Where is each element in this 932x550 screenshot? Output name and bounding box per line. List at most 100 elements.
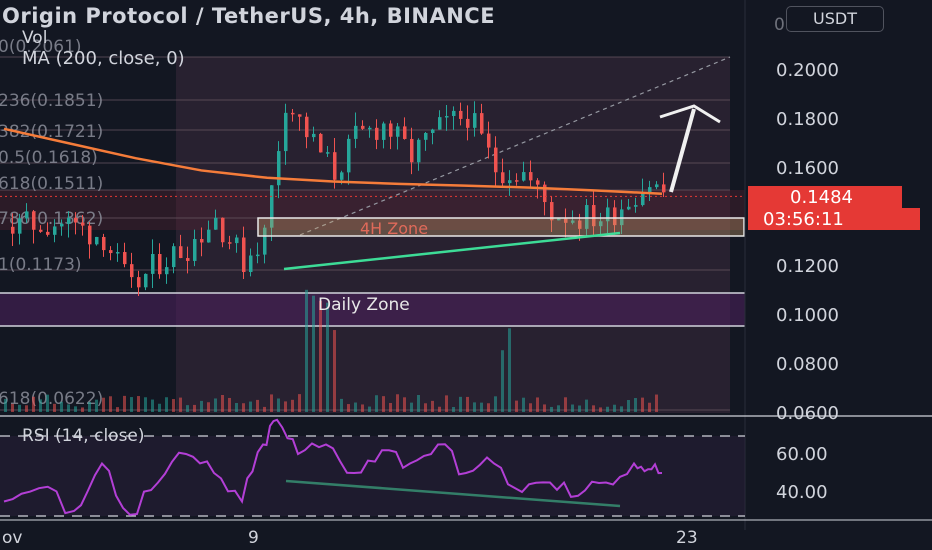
candle-body [263, 227, 267, 255]
candle-body [431, 129, 435, 134]
candle-body [445, 116, 449, 118]
volume-bar [116, 407, 119, 412]
currency-button[interactable]: USDT [786, 6, 884, 32]
candle-body [340, 172, 344, 180]
rsi-indicator-label[interactable]: RSI (14, close) [22, 426, 145, 446]
volume-bar [396, 394, 399, 412]
volume-bar [515, 400, 518, 412]
volume-bar [95, 399, 98, 412]
price-tick-label: 0.1600 [776, 158, 839, 179]
volume-bar [88, 401, 91, 412]
volume-label: Vol [22, 28, 48, 48]
volume-bar [585, 399, 588, 412]
volume-bar [277, 398, 280, 412]
volume-bar [438, 406, 441, 412]
candle-body [165, 267, 169, 275]
rsi-line [3, 418, 663, 516]
candle-body [39, 229, 43, 232]
time-tick-label: ov [2, 528, 22, 548]
candle-body [473, 113, 477, 128]
rsi-tick-label: 40.00 [776, 482, 828, 503]
volume-bar [452, 406, 455, 412]
candle-body [270, 185, 274, 228]
volume-bar [179, 397, 182, 412]
candle-body [228, 242, 232, 244]
daily-zone-band [0, 293, 745, 326]
volume-bar [235, 403, 238, 412]
volume-bar [424, 403, 427, 412]
candle-body [627, 206, 631, 210]
volume-bar [242, 403, 245, 412]
candle-body [634, 205, 638, 207]
candle-body [606, 207, 610, 222]
volume-bar [305, 289, 308, 412]
candle-body [109, 250, 113, 254]
countdown-value: 03:56:11 [763, 209, 844, 230]
candle-body [522, 172, 526, 181]
ma-indicator-label[interactable]: MA (200, close, 0) [22, 48, 185, 69]
volume-bar [606, 406, 609, 412]
volume-bar [158, 403, 161, 412]
candle-body [249, 255, 253, 272]
candle-body [284, 112, 288, 152]
price-tick-label: 0.1200 [776, 256, 839, 277]
volume-bar [501, 350, 504, 412]
volume-bar [466, 396, 469, 412]
candle-body [487, 133, 491, 148]
volume-bar [564, 397, 567, 412]
volume-bar [445, 395, 448, 412]
fib-level-label: 236(0.1851) [0, 91, 103, 111]
candle-body [403, 126, 407, 139]
candle-body [613, 207, 617, 226]
daily-zone-label: Daily Zone [318, 295, 410, 315]
volume-bar [32, 396, 35, 412]
volume-bar [263, 406, 266, 412]
volume-bar [382, 396, 385, 412]
volume-bar [333, 330, 336, 412]
candle-body [599, 221, 603, 227]
volume-bar [60, 401, 63, 412]
candle-body [312, 133, 316, 138]
volume-bar [214, 398, 217, 412]
4h-zone-box [257, 217, 745, 237]
volume-bar [319, 300, 322, 412]
volume-bar [67, 404, 70, 412]
volume-bar [361, 404, 364, 412]
volume-bar [578, 405, 581, 412]
volume-bar [368, 406, 371, 412]
price-badge-value: 0.1484 [790, 187, 853, 208]
volume-bar [172, 399, 175, 412]
candle-body [67, 217, 71, 224]
countdown-badge [748, 208, 920, 230]
candle-body [179, 246, 183, 259]
volume-bar [193, 404, 196, 412]
candle-body [501, 172, 505, 184]
fib-level-label: 0.5(0.1618) [0, 148, 98, 168]
volume-bar [655, 394, 658, 412]
volume-bar [165, 397, 168, 412]
candle-body [382, 123, 386, 140]
candle-body [550, 202, 554, 221]
candle-body [74, 217, 78, 223]
candle-body [235, 237, 239, 244]
candle-body [375, 127, 379, 140]
volume-bar [74, 406, 77, 412]
volume-bar [249, 401, 252, 412]
candle-body [529, 172, 533, 181]
candle-body [620, 209, 624, 226]
volume-bar [256, 399, 259, 412]
candle-body [389, 123, 393, 137]
price-trend-line [283, 231, 621, 271]
volume-bar [459, 396, 462, 412]
candle-body [200, 239, 204, 243]
candle-body [256, 254, 260, 257]
candle-body [305, 116, 309, 138]
volume-bar [130, 397, 133, 412]
fib-level-label: 618(0.1511) [0, 174, 103, 194]
candle-body [662, 184, 666, 193]
volume-bar [529, 403, 532, 412]
4h-zone-label: 4H Zone [360, 219, 428, 238]
volume-bar [473, 402, 476, 412]
candle-body [116, 252, 120, 254]
